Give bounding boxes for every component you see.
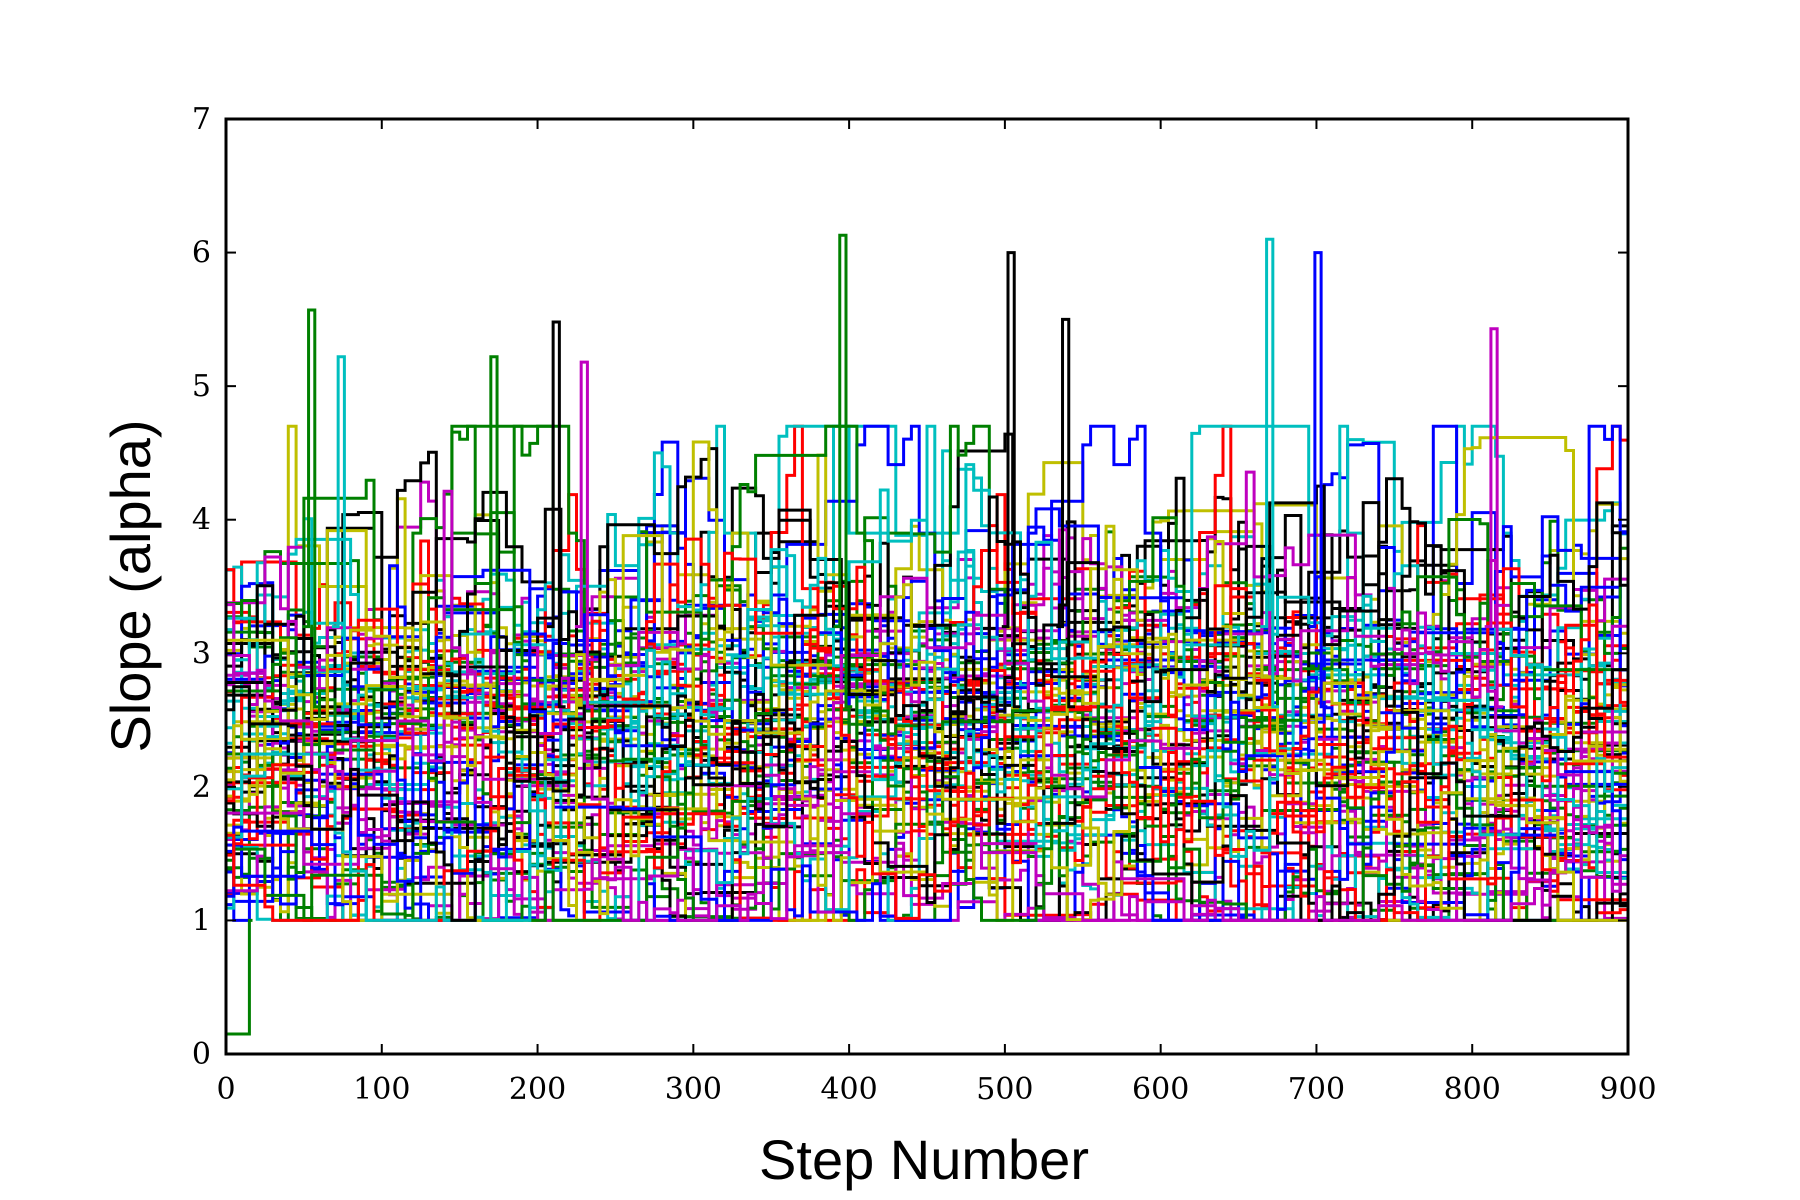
y-tick-label: 2 — [192, 770, 211, 805]
y-tick-label: 0 — [192, 1037, 211, 1072]
series-line — [226, 537, 1628, 922]
series-line — [226, 489, 1630, 922]
series-line — [226, 424, 1630, 922]
x-tick-label: 0 — [216, 1072, 235, 1107]
x-tick-label: 200 — [509, 1072, 566, 1107]
series-line — [574, 360, 594, 709]
y-tick-label: 3 — [192, 636, 211, 671]
series-line — [226, 484, 1628, 922]
plot-frame — [224, 117, 1630, 1056]
x-tick-label: 800 — [1444, 1072, 1501, 1107]
series-line — [226, 424, 1630, 886]
x-tick-label: 900 — [1599, 1072, 1656, 1107]
series-line — [226, 534, 1628, 907]
series-line — [1484, 327, 1504, 709]
series-line — [331, 355, 351, 709]
y-tick-label: 7 — [192, 102, 211, 137]
series-line — [1056, 317, 1075, 709]
series-line — [1001, 251, 1021, 709]
series-line — [302, 308, 322, 709]
series-line — [1308, 251, 1328, 709]
series-layer — [226, 233, 1630, 1036]
series-line — [226, 507, 1628, 875]
x-tick-label: 600 — [1132, 1072, 1189, 1107]
series-line — [226, 501, 1628, 904]
y-tick-label: 6 — [192, 236, 211, 271]
y-tick-label: 4 — [192, 503, 211, 538]
x-tick-label: 700 — [1288, 1072, 1345, 1107]
x-axis-title: Step Number — [759, 1128, 1089, 1191]
x-tick-label: 500 — [976, 1072, 1033, 1107]
y-tick-label: 1 — [192, 903, 211, 938]
tick-layer: 0 100 200 300 400 500 600 700 800 900 0 1 2 3 4 5 6 7 — [192, 102, 1657, 1107]
series-line — [226, 918, 253, 1036]
series-line — [226, 476, 1630, 922]
series-line — [484, 355, 504, 709]
y-axis-title: Slope (alpha) — [99, 419, 162, 752]
x-tick-label: 100 — [353, 1072, 410, 1107]
series-line — [546, 320, 566, 709]
series-line — [226, 488, 1630, 922]
y-tick-label: 5 — [192, 369, 211, 404]
series-line — [1260, 237, 1280, 709]
x-tick-label: 300 — [665, 1072, 722, 1107]
x-tick-label: 400 — [820, 1072, 877, 1107]
series-line — [833, 233, 853, 709]
